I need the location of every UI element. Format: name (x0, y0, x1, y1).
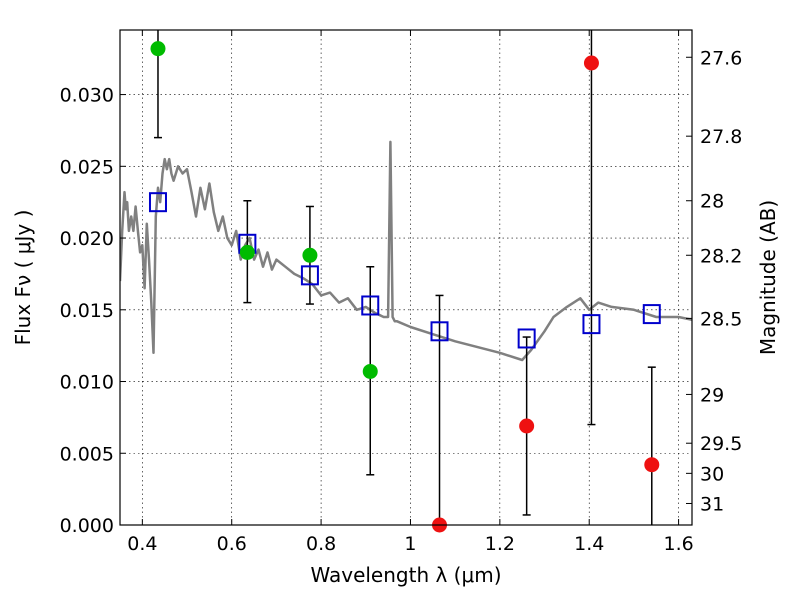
model-point (148, 192, 167, 213)
y-axis-label: Flux Fν ( μJy ) (11, 210, 35, 346)
y-tick-label: 0.010 (60, 372, 114, 394)
y2-tick-label: 27.8 (700, 126, 742, 148)
model-point (300, 265, 319, 286)
y-tick-label: 0.025 (60, 156, 114, 178)
x-tick-label: 0.4 (127, 533, 157, 555)
y2-axis-label: Magnitude (AB) (756, 200, 780, 355)
detection-point (302, 247, 318, 263)
x-tick-label: 1.2 (485, 533, 515, 555)
y-tick-label: 0.030 (60, 85, 114, 107)
model-point (582, 314, 601, 335)
upper-limit-point (644, 457, 660, 473)
x-axis-label: Wavelength λ (μm) (310, 563, 501, 587)
x-tick-label: 1.4 (574, 533, 604, 555)
x-tick-label: 1 (404, 533, 416, 555)
model-point (430, 321, 449, 342)
detection-point (239, 244, 255, 260)
y2-tick-label: 28 (700, 191, 724, 213)
detection-points (150, 41, 378, 379)
y2-tick-label: 29.5 (700, 433, 742, 455)
grid (120, 30, 692, 526)
model-point (642, 304, 661, 325)
y-tick-label: 0.005 (60, 443, 114, 465)
y2-tick-label: 28.2 (700, 245, 742, 267)
plot-frame (119, 29, 693, 526)
y2-tick-label: 28.5 (700, 308, 742, 330)
x-tick-label: 1.6 (663, 533, 693, 555)
model-point (361, 295, 380, 316)
y2-tick-label: 30 (700, 463, 724, 485)
upper-limit-points (432, 55, 660, 533)
upper-limit-point (519, 418, 535, 434)
y-tick-label: 0.020 (60, 228, 114, 250)
detection-point (362, 363, 378, 379)
upper-limit-point (583, 55, 599, 71)
x-tick-label: 0.6 (217, 533, 247, 555)
x-tick-label: 0.8 (306, 533, 336, 555)
model-point (517, 328, 536, 349)
y-tick-label: 0.015 (60, 300, 114, 322)
y-tick-label: 0.000 (60, 515, 114, 537)
tick-labels: 0.4 0.6 0.8 1 1.2 1.4 1.6 0.000 0.005 0.010 0.015 0… (60, 47, 743, 555)
detection-point (150, 41, 166, 57)
y2-tick-label: 29 (700, 384, 724, 406)
axis-ticks (120, 30, 692, 526)
y2-tick-label: 27.6 (700, 47, 742, 69)
y2-tick-label: 31 (700, 493, 724, 515)
